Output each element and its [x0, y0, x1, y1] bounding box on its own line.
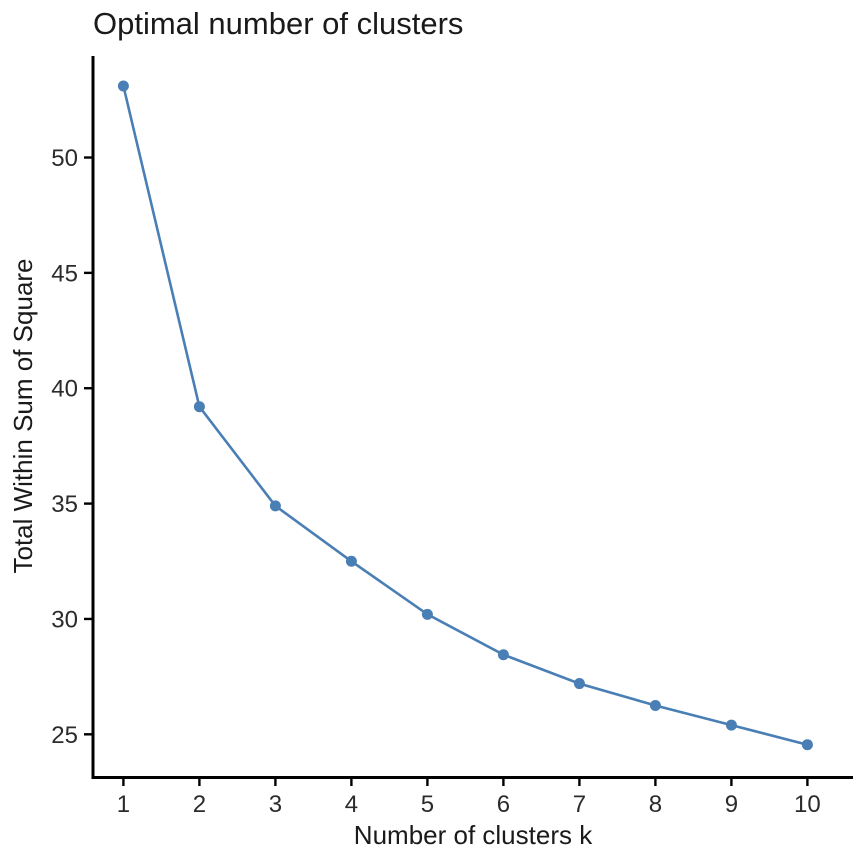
data-point-k1 [117, 80, 129, 92]
x-tick-label: 9 [725, 791, 738, 818]
y-tick-label: 45 [51, 260, 78, 287]
x-tick-label: 6 [497, 791, 510, 818]
y-tick-label: 50 [51, 145, 78, 172]
y-axis-title: Total Within Sum of Square [8, 258, 38, 573]
series-line [122, 85, 808, 746]
y-tick-label: 35 [51, 491, 78, 518]
x-tick-label: 8 [649, 791, 662, 818]
y-tick-label: 40 [51, 376, 78, 403]
x-tick-label: 5 [421, 791, 434, 818]
x-tick-label: 7 [573, 791, 586, 818]
x-axis: 1 2 3 4 5 6 7 8 9 10 [117, 777, 821, 818]
data-point-k5 [421, 608, 433, 620]
data-point-k10 [801, 739, 813, 751]
x-axis-title: Number of clusters k [354, 820, 593, 850]
data-point-k9 [725, 719, 737, 731]
chart-title: Optimal number of clusters [93, 6, 463, 41]
data-point-k6 [497, 649, 509, 661]
data-point-k2 [193, 401, 205, 413]
x-tick-label: 3 [269, 791, 282, 818]
y-axis: 25 30 35 40 45 50 [51, 145, 93, 749]
x-tick-label: 1 [117, 791, 130, 818]
x-tick-label: 2 [193, 791, 206, 818]
y-tick-label: 25 [51, 722, 78, 749]
x-tick-label: 4 [345, 791, 358, 818]
data-point-k7 [573, 678, 585, 690]
data-point-k8 [649, 699, 661, 711]
series-layer [117, 80, 813, 751]
x-tick-label: 10 [794, 791, 821, 818]
y-tick-label: 30 [51, 606, 78, 633]
data-point-k3 [269, 500, 281, 512]
data-point-k4 [345, 555, 357, 567]
